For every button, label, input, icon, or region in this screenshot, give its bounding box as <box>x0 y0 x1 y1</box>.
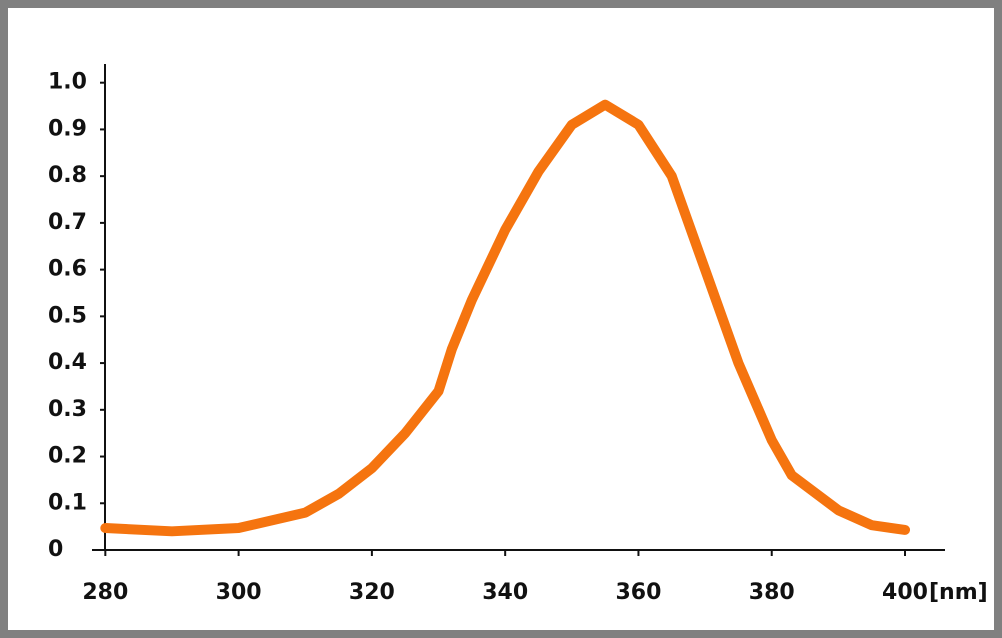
y-tick-label: 1.0 <box>48 70 87 95</box>
y-tick-label: 0.2 <box>48 444 87 469</box>
x-tick-label: 380 <box>749 580 795 605</box>
background <box>8 8 994 630</box>
y-tick-label: 0.6 <box>48 257 87 282</box>
y-tick-label: 0.4 <box>48 350 87 375</box>
y-tick-label: 0.8 <box>48 163 87 188</box>
x-tick-label: 340 <box>482 580 528 605</box>
x-tick-label: 280 <box>82 580 128 605</box>
x-tick-label: 400 <box>882 580 928 605</box>
x-tick-label: 360 <box>615 580 661 605</box>
y-tick-label: 0.7 <box>48 210 87 235</box>
y-tick-label: 0 <box>48 537 63 562</box>
y-tick-label: 0.3 <box>48 397 87 422</box>
data-line <box>100 99 911 537</box>
x-axis-label: [nm] <box>929 580 988 605</box>
y-tick-label: 0.1 <box>48 490 87 515</box>
x-tick-label: 320 <box>349 580 395 605</box>
y-tick-label: 0.5 <box>48 303 87 328</box>
x-tick-label: 300 <box>216 580 262 605</box>
y-tick-label: 0.9 <box>48 116 87 141</box>
